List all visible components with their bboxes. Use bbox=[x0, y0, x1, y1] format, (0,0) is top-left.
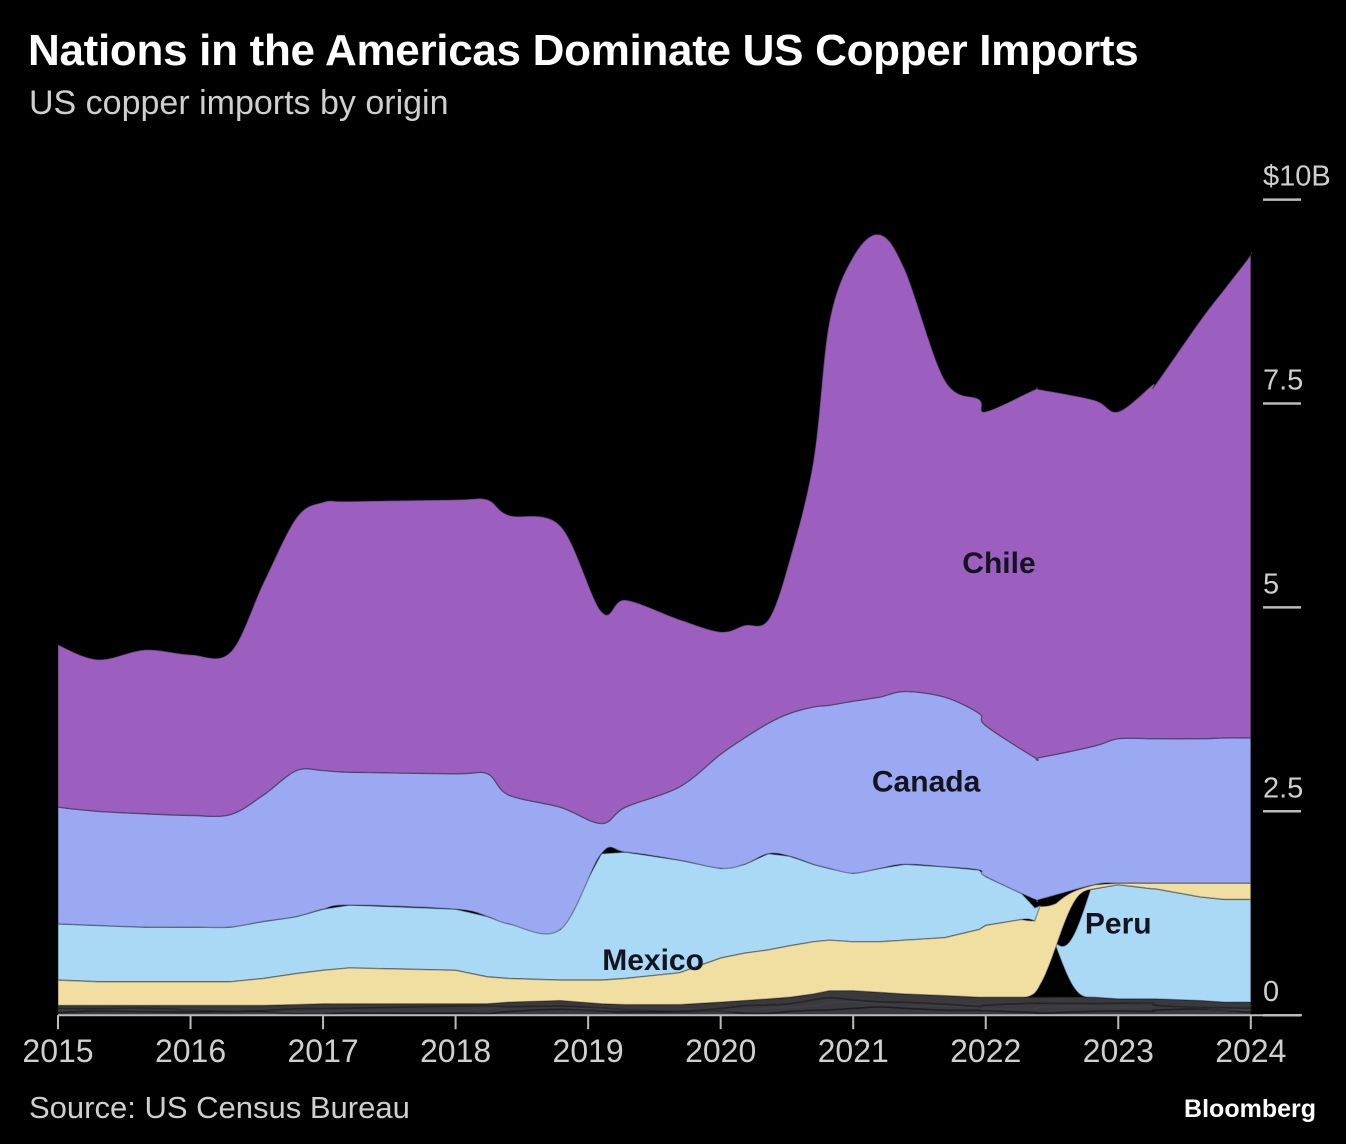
svg-text:2020: 2020 bbox=[685, 1033, 756, 1069]
svg-text:0: 0 bbox=[1263, 976, 1279, 1008]
svg-text:2017: 2017 bbox=[287, 1033, 358, 1069]
svg-text:$10B: $10B bbox=[1263, 161, 1331, 193]
svg-text:2022: 2022 bbox=[950, 1033, 1021, 1069]
svg-text:2.5: 2.5 bbox=[1263, 772, 1303, 804]
svg-text:7.5: 7.5 bbox=[1263, 365, 1303, 397]
svg-text:Mexico: Mexico bbox=[602, 944, 704, 977]
svg-text:2018: 2018 bbox=[420, 1033, 491, 1069]
svg-text:2024: 2024 bbox=[1215, 1033, 1286, 1069]
svg-text:5: 5 bbox=[1263, 568, 1279, 600]
svg-text:2023: 2023 bbox=[1083, 1033, 1154, 1069]
svg-text:Chile: Chile bbox=[962, 547, 1035, 580]
svg-text:2016: 2016 bbox=[155, 1033, 226, 1069]
svg-text:Peru: Peru bbox=[1085, 907, 1152, 940]
svg-text:2015: 2015 bbox=[22, 1033, 93, 1069]
svg-text:2019: 2019 bbox=[553, 1033, 624, 1069]
svg-text:2021: 2021 bbox=[818, 1033, 889, 1069]
svg-text:Canada: Canada bbox=[872, 765, 981, 798]
